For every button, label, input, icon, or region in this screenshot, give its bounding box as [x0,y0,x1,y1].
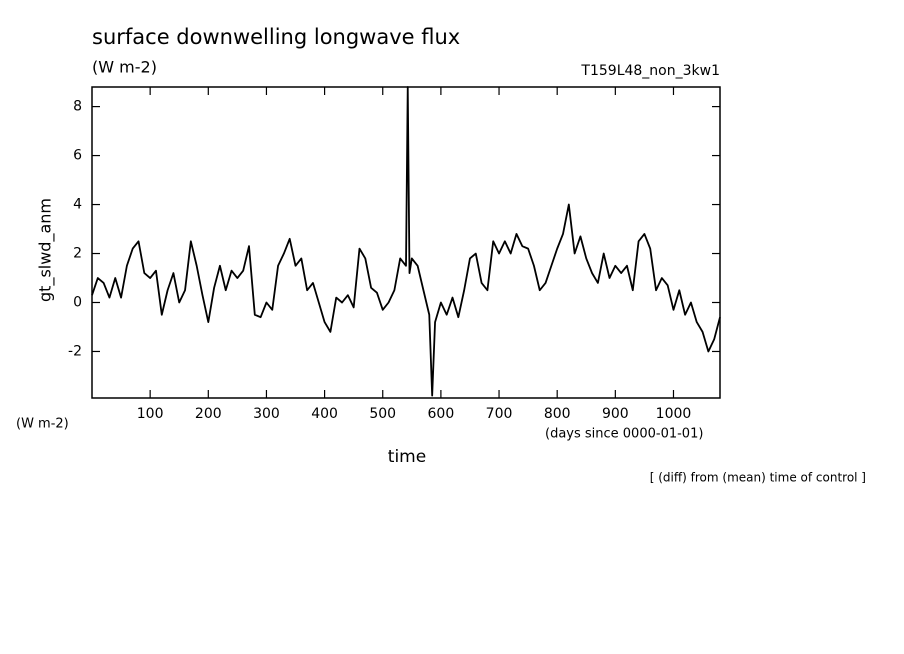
x-tick-label: 1000 [656,406,692,422]
run-label: T159L48_non_3kw1 [580,63,720,79]
note: [ (diff) from (mean) time of control ] [650,471,866,485]
x-tick-label: 900 [602,406,629,422]
y-tick-label: 2 [73,246,82,262]
y-tick-label: 6 [73,148,82,164]
x-tick-label: 400 [311,406,338,422]
x-tick-label: 700 [486,406,513,422]
x-tick-label: 200 [195,406,222,422]
subtitle: (W m-2) [92,58,157,77]
data-line [91,86,721,397]
x-tick-label: 600 [428,406,455,422]
y-tick-label: 8 [73,99,82,115]
y-unit: (W m-2) [16,417,69,432]
x-tick-label: 300 [253,406,280,422]
x-unit: (days since 0000-01-01) [545,427,703,442]
x-tick-label: 100 [137,406,164,422]
y-tick-label: 4 [73,197,82,213]
x-axis-label: time [388,447,426,467]
y-tick-label: 0 [73,294,82,310]
x-tick-label: 500 [369,406,396,422]
x-tick-label: 800 [544,406,571,422]
y-axis-label: gt_slwd_anm [36,198,56,302]
y-tick-label: -2 [68,343,82,359]
plot-frame [91,86,721,399]
chart-title: surface downwelling longwave flux [92,25,460,49]
